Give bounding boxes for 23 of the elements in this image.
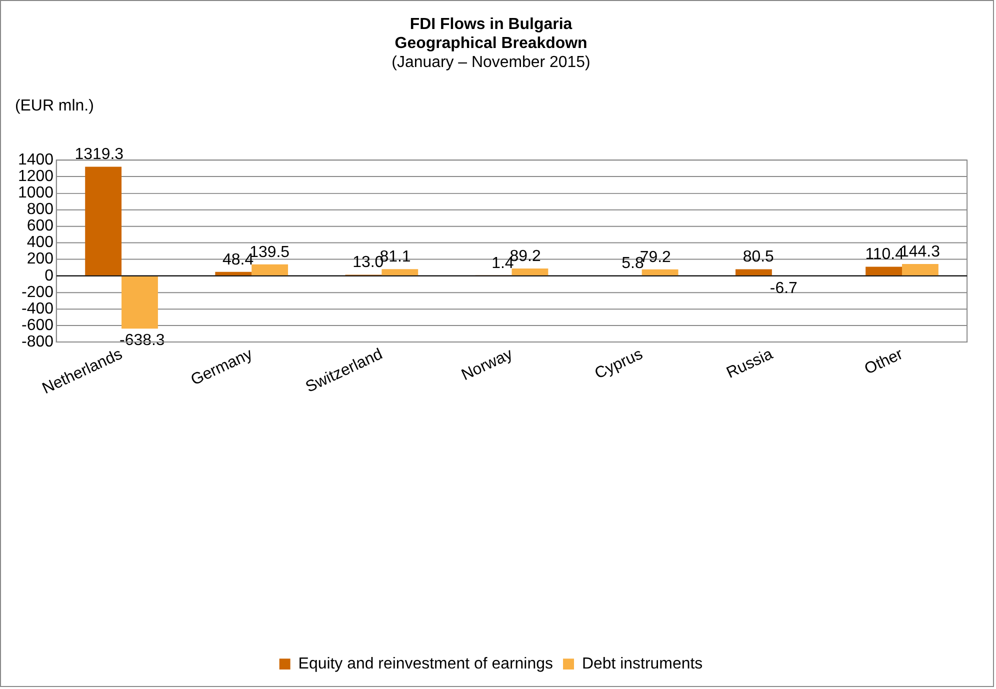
legend-label: Debt instruments: [582, 655, 703, 672]
y-tick-label: 200: [26, 250, 54, 268]
data-label: -6.7: [770, 280, 798, 297]
data-label: 1319.3: [74, 146, 124, 164]
y-axis-title: (EUR mln.): [14, 98, 94, 115]
y-tick-label: 800: [26, 201, 54, 218]
chart-title: FDI Flows in Bulgaria Geographical Breakdown: [394, 16, 588, 52]
chart-subtitle: (January – November 2015): [392, 54, 590, 72]
x-tick-label: Other: [862, 346, 906, 378]
y-tick-label: 1400: [18, 152, 54, 169]
y-tick-label: 400: [26, 234, 54, 252]
y-tick-label: -800: [22, 333, 54, 350]
x-tick-label: Cyprus: [592, 346, 646, 383]
y-tick-label: -400: [22, 300, 54, 318]
y-tick-label: -200: [22, 284, 54, 301]
y-tick-label: 600: [26, 218, 54, 235]
y-tick-label: -600: [22, 316, 54, 334]
x-tick-label: Russia: [724, 346, 776, 382]
data-label: 80.5: [742, 248, 774, 266]
legend-label: Equity and reinvestment of earnings: [298, 655, 553, 672]
y-tick-label: 1200: [18, 168, 54, 186]
y-tick-label: 1000: [18, 184, 54, 202]
y-tick-label: 0: [44, 267, 54, 284]
